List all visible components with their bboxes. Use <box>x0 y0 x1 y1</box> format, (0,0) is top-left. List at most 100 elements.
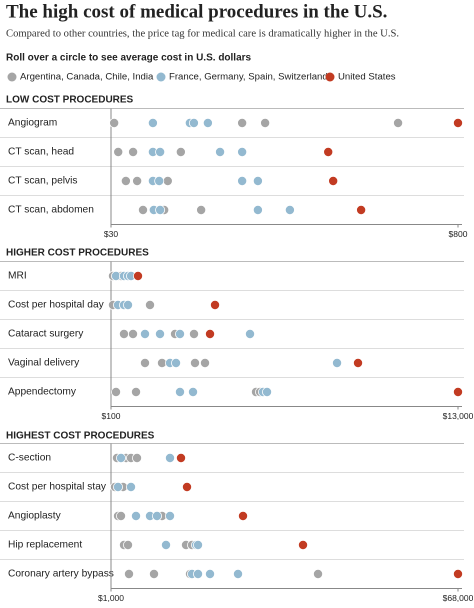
dot[interactable] <box>200 357 211 368</box>
x-tick-label: $13,000 <box>443 411 474 421</box>
x-tick-label: $800 <box>449 229 468 239</box>
dot[interactable] <box>140 328 151 339</box>
row-label: Appendectomy <box>8 387 77 398</box>
x-tick-label: $68,000 <box>443 593 474 603</box>
row-label: Angioplasty <box>8 511 62 522</box>
row-label: CT scan, head <box>8 147 74 158</box>
dot[interactable] <box>328 175 339 186</box>
dot[interactable] <box>111 386 122 397</box>
dot[interactable] <box>133 270 144 281</box>
dot[interactable] <box>128 328 139 339</box>
panel-title: HIGHEST COST PROCEDURES <box>6 431 155 442</box>
dot[interactable] <box>196 204 207 215</box>
dot[interactable] <box>131 386 142 397</box>
dot[interactable] <box>238 510 249 521</box>
dot[interactable] <box>120 175 131 186</box>
dot[interactable] <box>155 328 166 339</box>
x-tick-label: $100 <box>102 411 121 421</box>
dot[interactable] <box>323 146 334 157</box>
dot[interactable] <box>298 540 309 551</box>
chart-subtitle: Compared to other countries, the price t… <box>6 28 399 39</box>
dot[interactable] <box>452 118 463 129</box>
dot[interactable] <box>189 328 200 339</box>
legend-marker <box>7 72 17 82</box>
dot[interactable] <box>193 540 204 551</box>
dot[interactable] <box>176 452 187 463</box>
row-label: C-section <box>8 453 51 464</box>
dot[interactable] <box>205 328 216 339</box>
dot[interactable] <box>452 386 463 397</box>
dot[interactable] <box>252 175 263 186</box>
dot[interactable] <box>313 569 324 580</box>
dot[interactable] <box>155 204 166 215</box>
dot[interactable] <box>252 204 263 215</box>
x-tick-label: $30 <box>104 229 118 239</box>
dot[interactable] <box>215 146 226 157</box>
dot[interactable] <box>260 118 271 129</box>
dot[interactable] <box>174 328 185 339</box>
row-label: Angiogram <box>8 118 57 129</box>
dot[interactable] <box>123 540 134 551</box>
dot[interactable] <box>356 204 367 215</box>
dot[interactable] <box>245 328 256 339</box>
dot[interactable] <box>116 452 127 463</box>
dot[interactable] <box>171 357 182 368</box>
dot[interactable] <box>137 204 148 215</box>
dot[interactable] <box>210 299 221 310</box>
dot[interactable] <box>353 357 364 368</box>
dot[interactable] <box>132 175 143 186</box>
dot[interactable] <box>202 118 213 129</box>
instruction: Roll over a circle to see average cost i… <box>6 53 252 64</box>
dot[interactable] <box>113 481 124 492</box>
dot[interactable] <box>126 481 137 492</box>
dot[interactable] <box>155 146 166 157</box>
dot[interactable] <box>165 510 176 521</box>
dot[interactable] <box>190 357 201 368</box>
dot[interactable] <box>205 569 216 580</box>
dot[interactable] <box>262 386 273 397</box>
panel-title: HIGHER COST PROCEDURES <box>6 248 149 259</box>
dot[interactable] <box>237 175 248 186</box>
dot[interactable] <box>154 175 165 186</box>
dot[interactable] <box>123 299 134 310</box>
panel-title: LOW COST PROCEDURES <box>6 95 134 106</box>
dot[interactable] <box>118 328 129 339</box>
dot[interactable] <box>145 299 156 310</box>
dot[interactable] <box>152 510 163 521</box>
dot[interactable] <box>393 118 404 129</box>
dot[interactable] <box>162 175 173 186</box>
dot[interactable] <box>332 357 343 368</box>
dot[interactable] <box>132 452 143 463</box>
dot[interactable] <box>147 118 158 129</box>
dot[interactable] <box>131 510 142 521</box>
dot[interactable] <box>140 357 151 368</box>
row-label: Cataract surgery <box>8 329 84 340</box>
dot[interactable] <box>124 569 135 580</box>
dot[interactable] <box>193 569 204 580</box>
dot[interactable] <box>233 569 244 580</box>
dot[interactable] <box>237 118 248 129</box>
dot[interactable] <box>188 118 199 129</box>
dot[interactable] <box>128 146 139 157</box>
dot[interactable] <box>188 386 199 397</box>
dot[interactable] <box>174 386 185 397</box>
dot[interactable] <box>452 569 463 580</box>
dot[interactable] <box>109 118 120 129</box>
chart-title: The high cost of medical procedures in t… <box>6 1 387 22</box>
row-label: Cost per hospital day <box>8 300 105 311</box>
dot[interactable] <box>116 510 127 521</box>
row-label: CT scan, pelvis <box>8 176 77 187</box>
dot[interactable] <box>149 569 160 580</box>
row-label: CT scan, abdomen <box>8 205 94 216</box>
legend-marker <box>325 72 335 82</box>
legend-marker <box>156 72 166 82</box>
dot[interactable] <box>175 146 186 157</box>
dot[interactable] <box>284 204 295 215</box>
row-label: Cost per hospital stay <box>8 482 107 493</box>
dot[interactable] <box>161 540 172 551</box>
dot[interactable] <box>165 452 176 463</box>
dot[interactable] <box>113 146 124 157</box>
row-label: Coronary artery bypass <box>8 569 114 580</box>
dot[interactable] <box>237 146 248 157</box>
dot[interactable] <box>182 481 193 492</box>
